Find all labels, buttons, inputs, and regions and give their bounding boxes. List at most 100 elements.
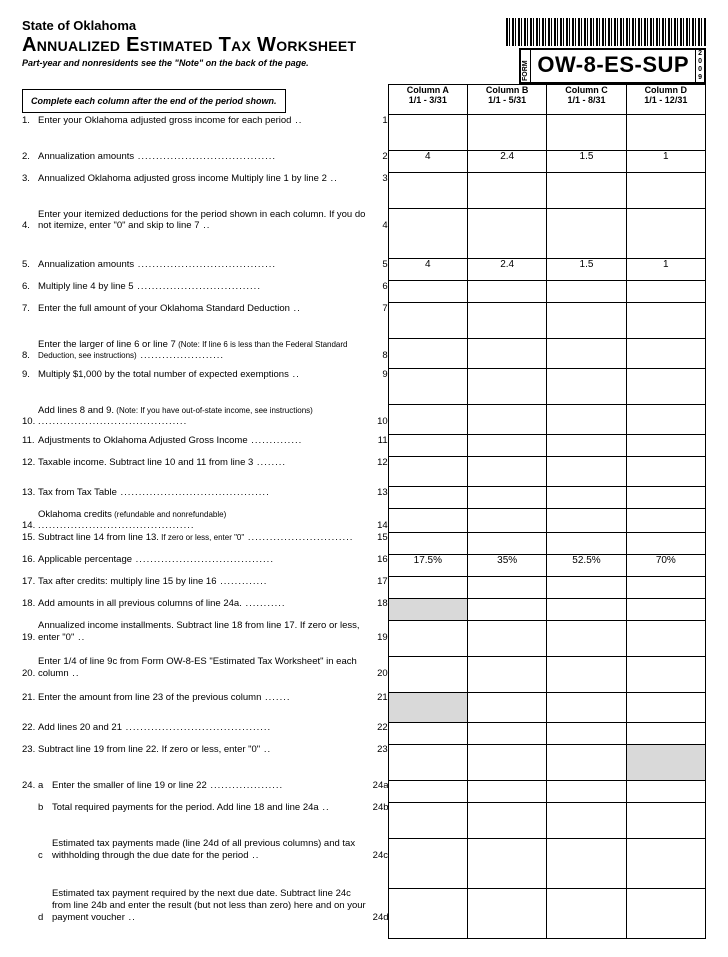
- cell[interactable]: [547, 780, 626, 802]
- cell[interactable]: [547, 457, 626, 487]
- cell[interactable]: [388, 656, 467, 692]
- cell[interactable]: [467, 115, 546, 151]
- cell[interactable]: [547, 487, 626, 509]
- cell[interactable]: [547, 209, 626, 259]
- cell[interactable]: [467, 780, 546, 802]
- cell[interactable]: [467, 509, 546, 533]
- cell[interactable]: [626, 744, 705, 780]
- cell[interactable]: [626, 692, 705, 722]
- cell[interactable]: 70%: [626, 554, 705, 576]
- cell[interactable]: 2.4: [467, 151, 546, 173]
- cell[interactable]: [467, 339, 546, 369]
- cell[interactable]: [467, 620, 546, 656]
- cell[interactable]: [388, 576, 467, 598]
- cell[interactable]: [626, 209, 705, 259]
- cell[interactable]: [626, 722, 705, 744]
- cell[interactable]: [388, 303, 467, 339]
- cell[interactable]: 1.5: [547, 151, 626, 173]
- cell[interactable]: [467, 209, 546, 259]
- cell[interactable]: [547, 115, 626, 151]
- cell[interactable]: [547, 405, 626, 435]
- cell[interactable]: [467, 303, 546, 339]
- cell[interactable]: [388, 209, 467, 259]
- cell[interactable]: [388, 369, 467, 405]
- cell[interactable]: [626, 802, 705, 838]
- cell[interactable]: [547, 598, 626, 620]
- cell[interactable]: [626, 620, 705, 656]
- cell[interactable]: [547, 509, 626, 533]
- cell[interactable]: [626, 838, 705, 888]
- cell[interactable]: [626, 369, 705, 405]
- cell[interactable]: 1.5: [547, 259, 626, 281]
- cell[interactable]: 52.5%: [547, 554, 626, 576]
- cell[interactable]: [388, 598, 467, 620]
- cell[interactable]: [467, 744, 546, 780]
- cell[interactable]: [626, 656, 705, 692]
- cell[interactable]: [547, 532, 626, 554]
- cell[interactable]: [388, 888, 467, 938]
- cell[interactable]: [467, 888, 546, 938]
- cell[interactable]: [547, 620, 626, 656]
- cell[interactable]: 17.5%: [388, 554, 467, 576]
- cell[interactable]: [626, 281, 705, 303]
- cell[interactable]: 1: [626, 259, 705, 281]
- cell[interactable]: [467, 576, 546, 598]
- cell[interactable]: [626, 487, 705, 509]
- cell[interactable]: [547, 656, 626, 692]
- cell[interactable]: [388, 802, 467, 838]
- cell[interactable]: [467, 838, 546, 888]
- cell[interactable]: [388, 173, 467, 209]
- cell[interactable]: [626, 780, 705, 802]
- cell[interactable]: [388, 620, 467, 656]
- cell[interactable]: [388, 780, 467, 802]
- cell[interactable]: [467, 656, 546, 692]
- cell[interactable]: [388, 692, 467, 722]
- cell[interactable]: [626, 173, 705, 209]
- cell[interactable]: [626, 509, 705, 533]
- cell[interactable]: [626, 576, 705, 598]
- cell[interactable]: [547, 888, 626, 938]
- cell[interactable]: [467, 692, 546, 722]
- cell[interactable]: [547, 281, 626, 303]
- cell[interactable]: [388, 457, 467, 487]
- cell[interactable]: [547, 802, 626, 838]
- cell[interactable]: [547, 692, 626, 722]
- cell[interactable]: [626, 457, 705, 487]
- cell[interactable]: [467, 405, 546, 435]
- cell[interactable]: [467, 457, 546, 487]
- cell[interactable]: [547, 744, 626, 780]
- cell[interactable]: [388, 838, 467, 888]
- cell[interactable]: 1: [626, 151, 705, 173]
- cell[interactable]: [388, 281, 467, 303]
- cell[interactable]: [626, 405, 705, 435]
- cell[interactable]: 2.4: [467, 259, 546, 281]
- cell[interactable]: [547, 576, 626, 598]
- cell[interactable]: [547, 369, 626, 405]
- cell[interactable]: [626, 888, 705, 938]
- cell[interactable]: [626, 435, 705, 457]
- cell[interactable]: [547, 339, 626, 369]
- cell[interactable]: [626, 303, 705, 339]
- cell[interactable]: [547, 435, 626, 457]
- cell[interactable]: 4: [388, 151, 467, 173]
- cell[interactable]: [467, 435, 546, 457]
- cell[interactable]: [467, 173, 546, 209]
- cell[interactable]: [467, 281, 546, 303]
- cell[interactable]: [547, 838, 626, 888]
- cell[interactable]: [388, 405, 467, 435]
- cell[interactable]: [388, 435, 467, 457]
- cell[interactable]: [467, 369, 546, 405]
- cell[interactable]: [547, 303, 626, 339]
- cell[interactable]: [388, 115, 467, 151]
- cell[interactable]: [388, 532, 467, 554]
- cell[interactable]: [626, 598, 705, 620]
- cell[interactable]: [547, 173, 626, 209]
- cell[interactable]: [388, 744, 467, 780]
- cell[interactable]: [467, 802, 546, 838]
- cell[interactable]: [626, 115, 705, 151]
- cell[interactable]: [388, 722, 467, 744]
- cell[interactable]: [467, 487, 546, 509]
- cell[interactable]: [467, 532, 546, 554]
- cell[interactable]: [626, 339, 705, 369]
- cell[interactable]: 4: [388, 259, 467, 281]
